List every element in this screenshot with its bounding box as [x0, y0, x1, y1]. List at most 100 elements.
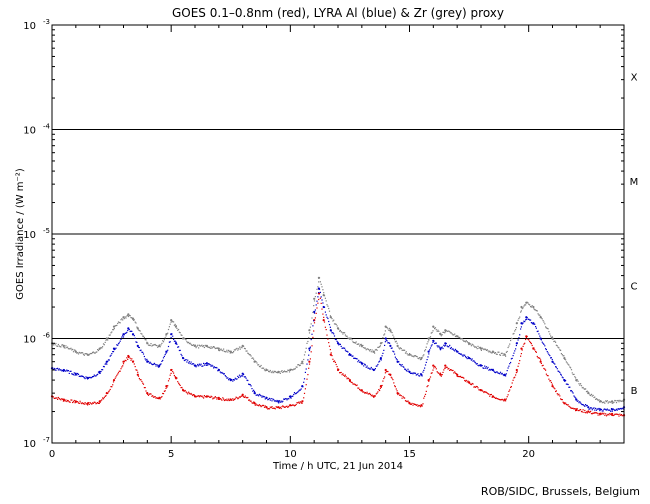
trace-dot [62, 400, 64, 402]
trace-dot [285, 405, 287, 408]
trace-dot [388, 329, 390, 331]
trace-dot [601, 412, 603, 414]
trace-dot [466, 381, 468, 383]
trace-dot [239, 396, 241, 398]
trace-dot [288, 396, 291, 398]
trace-dot [159, 346, 161, 348]
trace-dot [367, 367, 369, 369]
trace-dot [524, 304, 526, 306]
trace-dot [264, 370, 266, 372]
trace-dot [192, 344, 194, 346]
trace-dot [275, 400, 277, 403]
trace-dot [293, 393, 295, 396]
trace-dot [321, 308, 323, 310]
trace-dot [343, 374, 345, 376]
trace-dot [390, 347, 392, 349]
trace-dot [434, 342, 437, 344]
trace-dot [122, 363, 125, 365]
trace-dot [513, 377, 515, 379]
trace-dot [478, 365, 480, 367]
trace-dot [436, 371, 438, 373]
trace-dot [384, 341, 386, 343]
trace-dot [250, 400, 252, 402]
trace-dot [160, 396, 162, 399]
trace-dot [257, 364, 259, 366]
trace-dot [281, 401, 283, 403]
trace-dot [489, 369, 492, 371]
trace-dot [510, 358, 512, 360]
trace-dot [60, 346, 62, 348]
trace-dot [535, 310, 537, 312]
trace-dot [519, 316, 521, 318]
trace-dot [455, 335, 457, 337]
trace-dot [114, 325, 116, 327]
trace-dot [322, 302, 324, 304]
trace-dot [449, 347, 452, 350]
trace-dot [307, 340, 309, 343]
trace-dot [108, 390, 110, 392]
trace-dot [234, 398, 236, 400]
trace-dot [167, 345, 170, 348]
trace-dot [52, 396, 54, 398]
trace-dot [449, 369, 451, 371]
trace-dot [528, 318, 530, 320]
trace-dot [426, 386, 428, 388]
trace-dot [132, 318, 134, 320]
trace-dot [352, 341, 354, 343]
trace-dot [419, 357, 421, 359]
trace-dot [315, 312, 317, 314]
trace-dot [173, 340, 175, 342]
trace-dot [489, 395, 491, 397]
trace-dot [184, 389, 186, 392]
trace-dot [399, 364, 401, 366]
trace-dot [249, 400, 251, 402]
trace-dot [537, 357, 539, 359]
trace-dot [520, 310, 522, 312]
trace-dot [225, 351, 227, 353]
trace-dot [398, 361, 400, 363]
trace-dot [67, 348, 69, 350]
trace-dot [127, 328, 130, 330]
trace-dot [555, 366, 557, 368]
trace-dot [354, 357, 356, 359]
trace-dot [365, 366, 367, 368]
trace-dot [52, 396, 54, 398]
trace-dot [294, 368, 296, 370]
flare-class-lines [52, 129, 624, 339]
trace-dot [180, 387, 182, 389]
trace-dot [455, 373, 457, 375]
trace-dot [469, 343, 471, 345]
trace-dot [379, 358, 381, 360]
trace-dot [211, 396, 213, 398]
trace-dot [242, 395, 244, 397]
trace-dot [189, 363, 191, 365]
trace-dot [287, 398, 289, 400]
trace-dot [78, 375, 80, 377]
trace-dot [582, 409, 584, 411]
trace-dot [512, 333, 514, 335]
trace-dot [319, 297, 321, 299]
trace-dot [218, 398, 220, 400]
trace-dot [467, 342, 469, 344]
trace-dot [385, 371, 387, 373]
trace-dot [256, 394, 258, 396]
trace-dot [259, 394, 261, 396]
trace-dot [361, 390, 363, 392]
trace-dot [92, 351, 95, 353]
trace-dot [336, 325, 338, 327]
trace-dot [444, 332, 446, 334]
trace-dot [323, 316, 325, 318]
data-point [98, 370, 101, 373]
trace-dot [394, 356, 396, 358]
trace-dot [622, 414, 624, 416]
trace-dot [70, 370, 72, 372]
flare-class-label: M [630, 177, 639, 188]
trace-dot [556, 368, 558, 370]
trace-dot [127, 358, 129, 360]
trace-dot [198, 396, 200, 398]
trace-dot [472, 360, 474, 362]
trace-dot [134, 366, 136, 368]
trace-dot [348, 354, 350, 356]
trace-dot [349, 353, 351, 355]
trace-dot [337, 327, 339, 329]
